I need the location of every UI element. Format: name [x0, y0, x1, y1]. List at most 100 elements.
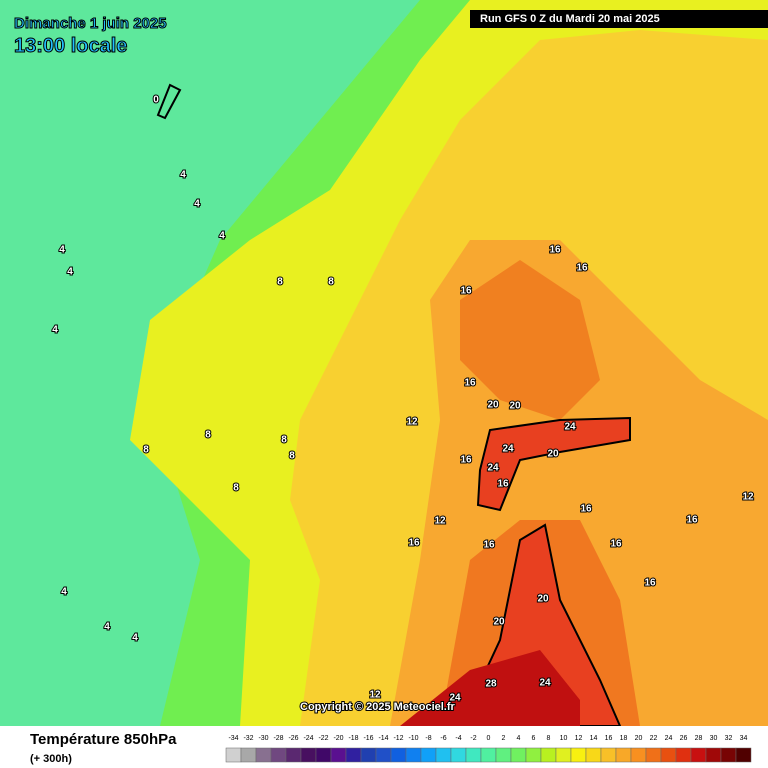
scale-label: -12 [393, 735, 403, 742]
contour-label: 4 [180, 170, 186, 181]
region-alps-hot [476, 416, 631, 512]
scale-swatch [720, 747, 737, 763]
footer-title: Température 850hPa [30, 731, 177, 748]
scale-swatch [255, 747, 272, 763]
contour-label: 12 [434, 516, 446, 527]
scale-label: 0 [487, 735, 491, 742]
scale-label: 12 [575, 735, 583, 742]
scale-label: -8 [425, 735, 431, 742]
contour-label: 24 [449, 693, 461, 704]
scale-label: 10 [560, 735, 568, 742]
contour-label: 12 [369, 690, 381, 701]
scale-swatch [390, 747, 407, 763]
scale-label: 14 [590, 735, 598, 742]
scale-swatch [375, 747, 392, 763]
scale-swatch [615, 747, 632, 763]
run-info: Run GFS 0 Z du Mardi 20 mai 2025 [480, 13, 660, 25]
contour-label: 4 [61, 587, 67, 598]
contour-label: 24 [487, 463, 499, 474]
scale-swatch [225, 747, 242, 763]
contour-label: 16 [460, 455, 472, 466]
contour-label: 4 [219, 231, 225, 242]
scale-label: -34 [228, 735, 238, 742]
contour-label: 20 [509, 401, 521, 412]
scale-label: 4 [517, 735, 521, 742]
contour-label: 20 [493, 617, 505, 628]
contour-label: 12 [742, 492, 754, 503]
contour-label: 8 [328, 277, 334, 288]
scale-label: 28 [695, 735, 703, 742]
scale-label: -4 [455, 735, 461, 742]
contour-label: 0 [153, 95, 159, 106]
scale-label: -22 [318, 735, 328, 742]
scale-label: 16 [605, 735, 613, 742]
contour-label: 20 [547, 449, 559, 460]
scale-swatch [270, 747, 287, 763]
scale-swatch [705, 747, 722, 763]
scale-swatch [630, 747, 647, 763]
contour-label: 8 [205, 430, 211, 441]
scale-swatch [420, 747, 437, 763]
contour-label: 16 [686, 515, 698, 526]
contour-label: 4 [104, 622, 110, 633]
footer-lead: (+ 300h) [30, 753, 72, 765]
scale-label: -30 [258, 735, 268, 742]
scale-label: 24 [665, 735, 673, 742]
contour-label: 24 [564, 422, 576, 433]
contour-label: 16 [610, 539, 622, 550]
contour-label: 16 [483, 540, 495, 551]
scale-label: 26 [680, 735, 688, 742]
scale-swatch [345, 747, 362, 763]
scale-swatch [480, 747, 497, 763]
contour-label: 16 [408, 538, 420, 549]
contour-zero [156, 83, 182, 120]
contour-label: 8 [289, 451, 295, 462]
contour-label: 4 [59, 245, 65, 256]
scale-swatch [555, 747, 572, 763]
contour-label: 16 [549, 245, 561, 256]
contour-label: 16 [644, 578, 656, 589]
contour-label: 4 [132, 633, 138, 644]
scale-label: 30 [710, 735, 718, 742]
scale-swatch [285, 747, 302, 763]
scale-swatch [510, 747, 527, 763]
copyright: Copyright © 2025 Meteociel.fr [300, 701, 456, 713]
scale-swatch [450, 747, 467, 763]
scale-label: 8 [547, 735, 551, 742]
scale-swatch [540, 747, 557, 763]
scale-swatch [435, 747, 452, 763]
contour-label: 8 [143, 445, 149, 456]
contour-label: 16 [576, 263, 588, 274]
scale-swatch [735, 747, 752, 763]
scale-swatch [585, 747, 602, 763]
scale-label: -18 [348, 735, 358, 742]
contour-label: 16 [497, 479, 509, 490]
scale-label: 6 [532, 735, 536, 742]
contour-label: 24 [539, 678, 551, 689]
scale-label: -6 [440, 735, 446, 742]
contour-label: 16 [464, 378, 476, 389]
scale-label: 20 [635, 735, 643, 742]
scale-swatch [690, 747, 707, 763]
scale-swatch [360, 747, 377, 763]
contour-label: 8 [281, 435, 287, 446]
scale-label: 22 [650, 735, 658, 742]
scale-label: 2 [502, 735, 506, 742]
scale-swatch [660, 747, 677, 763]
scale-label: -10 [408, 735, 418, 742]
scale-swatch [300, 747, 317, 763]
scale-swatch [675, 747, 692, 763]
forecast-date: Dimanche 1 juin 2025 [14, 15, 167, 32]
contour-label: 4 [52, 325, 58, 336]
scale-label: -16 [363, 735, 373, 742]
scale-swatch [495, 747, 512, 763]
scale-swatch [330, 747, 347, 763]
scale-swatch [465, 747, 482, 763]
contour-label: 12 [406, 417, 418, 428]
scale-label: 34 [740, 735, 748, 742]
scale-swatch [645, 747, 662, 763]
contour-label: 16 [460, 286, 472, 297]
contour-label: 24 [502, 444, 514, 455]
contour-label: 28 [485, 679, 497, 690]
